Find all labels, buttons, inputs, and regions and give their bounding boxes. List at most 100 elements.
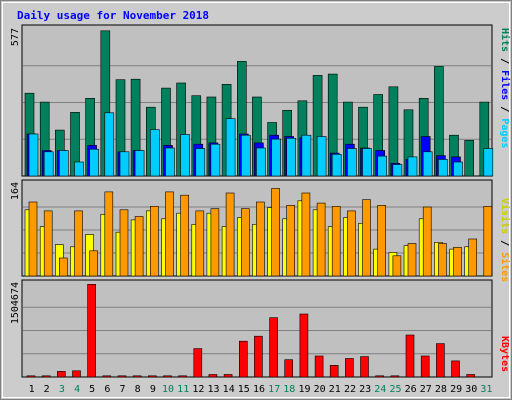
x-tick-label-22: 22 [344, 384, 356, 395]
bar-kbytes-day-30 [466, 374, 476, 378]
bar-kbytes-day-4 [72, 370, 81, 378]
legend-separator: / [499, 52, 510, 70]
bar-sites-day-4 [74, 210, 83, 277]
bar-sites-day-11 [180, 194, 189, 277]
bar-pages-day-2 [43, 151, 54, 177]
svg-text:Hits / Files / Pages: Hits / Files / Pages [499, 28, 511, 148]
x-tick-label-2: 2 [44, 384, 50, 395]
bar-sites-day-12 [195, 210, 205, 277]
bar-sites-day-21 [331, 206, 341, 277]
bar-kbytes-day-2 [41, 375, 51, 378]
legend-pages: Pages [499, 118, 510, 148]
bar-sites-day-9 [150, 206, 159, 277]
bar-kbytes-day-12 [193, 348, 203, 378]
legend-bottom: KBytes [499, 336, 510, 372]
x-tick-label-20: 20 [314, 384, 326, 395]
bar-pages-day-3 [58, 150, 69, 177]
bar-sites-day-7 [119, 209, 129, 277]
bar-pages-day-7 [119, 151, 130, 177]
bar-sites-day-30 [468, 238, 478, 277]
bar-sites-day-25 [392, 255, 402, 277]
bar-pages-day-10 [165, 147, 175, 177]
bar-pages-day-25 [392, 164, 403, 177]
bar-kbytes-day-5 [87, 283, 96, 378]
x-tick-label-10: 10 [162, 384, 174, 395]
bar-pages-day-6 [104, 112, 115, 177]
bar-pages-day-27 [422, 151, 433, 177]
bar-pages-day-8 [134, 150, 145, 177]
bottom-panel-max-label: 1504674 [10, 282, 21, 324]
bar-kbytes-day-26 [405, 334, 415, 378]
bars-layer [24, 30, 494, 378]
x-tick-label-29: 29 [450, 384, 462, 395]
bar-kbytes-day-29 [451, 360, 460, 378]
bar-pages-day-26 [407, 156, 418, 177]
bar-kbytes-day-6 [102, 375, 112, 378]
bar-hits-day-30 [464, 140, 475, 177]
bar-sites-day-27 [422, 206, 432, 277]
bar-kbytes-day-13 [208, 374, 218, 378]
x-tick-label-30: 30 [465, 384, 477, 395]
bar-kbytes-day-17 [269, 317, 278, 378]
bar-sites-day-3 [58, 257, 68, 277]
x-tick-label-27: 27 [420, 384, 432, 395]
x-tick-label-9: 9 [150, 384, 156, 395]
x-tick-label-18: 18 [283, 384, 295, 395]
bar-sites-day-31 [483, 206, 493, 277]
bar-sites-day-29 [453, 247, 462, 277]
top-panel-max-label: 577 [10, 28, 21, 46]
bar-pages-day-13 [210, 143, 221, 177]
bar-sites-day-22 [347, 210, 356, 277]
bar-sites-day-2 [43, 210, 53, 277]
bar-pages-day-24 [377, 155, 388, 177]
bar-pages-day-22 [347, 148, 357, 177]
bar-pages-day-19 [301, 134, 312, 177]
bar-kbytes-day-14 [223, 374, 233, 378]
bar-sites-day-19 [301, 192, 311, 277]
bar-sites-day-13 [210, 208, 220, 277]
legend-separator: / [499, 100, 510, 118]
bar-pages-day-31 [483, 148, 494, 177]
x-tick-label-23: 23 [359, 384, 371, 395]
x-tick-label-15: 15 [238, 384, 250, 395]
legend-middle: Visits / Sites [499, 198, 511, 282]
bar-kbytes-day-3 [56, 371, 66, 378]
bar-sites-day-15 [241, 208, 250, 277]
bar-pages-day-28 [438, 159, 448, 177]
legend-hits: Hits [499, 28, 511, 52]
x-tick-label-13: 13 [207, 384, 219, 395]
bar-kbytes-day-9 [148, 375, 157, 378]
bar-kbytes-day-19 [299, 313, 309, 378]
bar-pages-day-9 [150, 129, 160, 177]
bar-pages-day-14 [225, 118, 236, 177]
bar-pages-day-21 [331, 154, 342, 177]
bar-pages-day-4 [74, 161, 84, 177]
bar-sites-day-14 [225, 192, 235, 277]
x-tick-label-3: 3 [59, 384, 65, 395]
legend-kbytes: KBytes [499, 336, 510, 372]
bar-sites-day-6 [104, 191, 114, 277]
bar-pages-day-11 [180, 134, 190, 177]
bar-sites-day-16 [256, 201, 265, 277]
x-tick-label-14: 14 [223, 384, 235, 395]
legend-top: Hits / Files / Pages [499, 28, 511, 148]
x-tick-label-12: 12 [192, 384, 204, 395]
bar-kbytes-day-16 [254, 335, 263, 378]
bar-kbytes-day-7 [117, 375, 127, 378]
bar-sites-day-10 [165, 191, 174, 277]
bar-sites-day-23 [362, 199, 371, 277]
bar-sites-day-5 [89, 250, 98, 277]
bar-hits-day-25 [388, 86, 399, 177]
bar-pages-day-5 [89, 148, 99, 177]
bar-sites-day-8 [134, 216, 144, 277]
x-tick-label-28: 28 [435, 384, 447, 395]
bar-kbytes-day-15 [239, 340, 248, 378]
bar-kbytes-day-8 [132, 375, 142, 378]
x-tick-label-5: 5 [89, 384, 95, 395]
bar-kbytes-day-11 [178, 375, 187, 378]
bar-kbytes-day-24 [375, 375, 385, 378]
bar-kbytes-day-1 [26, 375, 36, 378]
x-tick-label-1: 1 [29, 384, 35, 395]
legend-separator: / [499, 234, 510, 252]
